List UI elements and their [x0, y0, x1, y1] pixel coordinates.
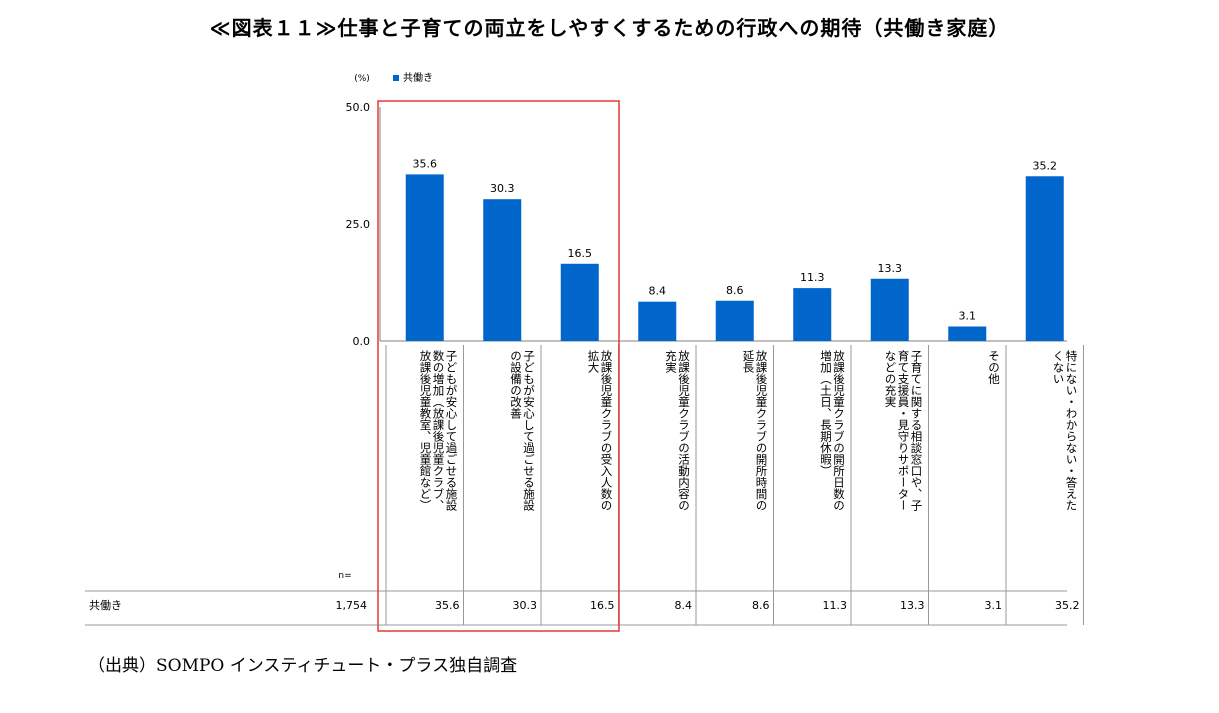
table-row-label: 共働き [89, 599, 122, 612]
bar-value-label: 16.5 [568, 247, 593, 260]
bar [948, 326, 987, 341]
category-label: 放課後児童クラブの活動内容の [677, 349, 691, 511]
category-label: 子どもが安心して過ごせる施設 [522, 350, 536, 511]
category-label: 特にない・わからない・答えた [1065, 349, 1079, 511]
bar-value-label: 8.4 [649, 285, 667, 298]
bar [793, 288, 832, 341]
category-label: の設備の改善 [509, 350, 523, 420]
bar [483, 199, 522, 341]
table-value: 35.2 [1055, 599, 1080, 612]
category-label: 増加（土日、長期休暇） [819, 350, 833, 477]
category-label: 放課後児童クラブの開所日数の [832, 349, 846, 511]
bar-value-label: 35.2 [1033, 159, 1058, 172]
table-value: 8.6 [752, 599, 770, 612]
bar [715, 300, 754, 341]
bar [560, 263, 599, 341]
table-value: 13.3 [900, 599, 925, 612]
chart: 0.025.050.0(%) 共働き35.6子どもが安心して過ごせる施設数の増加（… [85, 71, 1084, 632]
table-value: 3.1 [985, 599, 1003, 612]
category-label: 充実 [664, 349, 678, 374]
bar [405, 174, 444, 341]
bar-value-label: 30.3 [490, 182, 515, 195]
category-label: 放課後児童クラブの受入人数の [600, 349, 614, 511]
category-label: 延長 [742, 350, 756, 374]
category-label: その他 [987, 350, 1001, 385]
table-n-value: 1,754 [336, 599, 368, 612]
legend-swatch [393, 75, 399, 81]
source-note: （出典）SOMPO インスティチュート・プラス独自調査 [88, 656, 518, 676]
table-value: 16.5 [590, 599, 615, 612]
bar-value-label: 3.1 [959, 309, 977, 322]
bar [1025, 176, 1064, 341]
bar-value-label: 35.6 [413, 157, 438, 170]
category-label: 放課後児童クラブの開所時間の [755, 349, 769, 511]
category-label: 拡大 [587, 349, 601, 373]
table-value: 8.4 [675, 599, 693, 612]
highlight-box [377, 100, 620, 632]
bar-value-label: 13.3 [878, 262, 903, 275]
bar-value-label: 11.3 [800, 271, 825, 284]
y-tick-label: 0.0 [353, 335, 371, 348]
category-label: 子育てに関する相談窓口や、子 [910, 350, 924, 511]
n-header: n= [338, 571, 351, 581]
table-value: 11.3 [823, 599, 848, 612]
y-tick-label: 25.0 [346, 218, 371, 231]
category-label: 放課後児童教室、児童館など） [419, 349, 433, 511]
chart-title: ≪図表１１≫仕事と子育ての両立をしやすくするための行政への期待（共働き家庭） [209, 16, 1010, 40]
table-value: 30.3 [513, 599, 538, 612]
category-label: 数の増加（放課後児童クラブ、 [432, 349, 446, 511]
bar-value-label: 8.6 [726, 284, 744, 297]
bar [638, 301, 677, 341]
legend-label: 共働き [403, 71, 433, 84]
category-label: 子どもが安心して過ごせる施設 [445, 350, 459, 511]
category-label: などの充実 [884, 350, 898, 408]
category-label: くない [1052, 350, 1066, 385]
bar [870, 278, 909, 341]
y-tick-label: 50.0 [346, 101, 371, 114]
category-label: 育て支援員・見守りサポーター [897, 349, 911, 511]
y-unit-label: (%) [354, 74, 370, 84]
table-value: 35.6 [435, 599, 460, 612]
